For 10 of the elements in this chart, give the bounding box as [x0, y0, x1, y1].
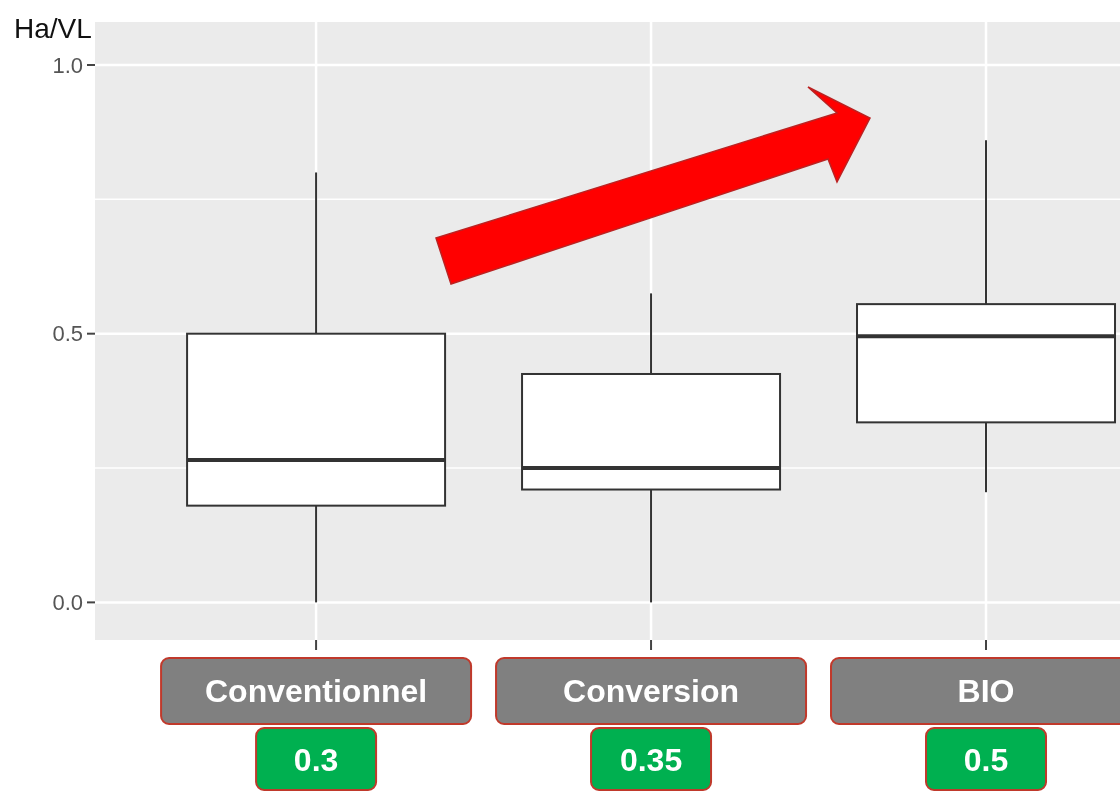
x-tick-label: Conventionnel — [204, 673, 428, 710]
x-tick-label: BIO — [957, 673, 1015, 710]
x-tick-label: Conversion — [563, 673, 740, 710]
y-tick-label: 0.5 — [52, 321, 83, 347]
y-tick-label: 0.0 — [52, 590, 83, 616]
text: 0.3 — [293, 742, 339, 779]
text: 0.35 — [619, 742, 683, 779]
text: 0.5 — [963, 742, 1009, 779]
y-axis-title: Ha/VL — [14, 13, 92, 44]
y-tick-label: 1.0 — [52, 52, 83, 78]
